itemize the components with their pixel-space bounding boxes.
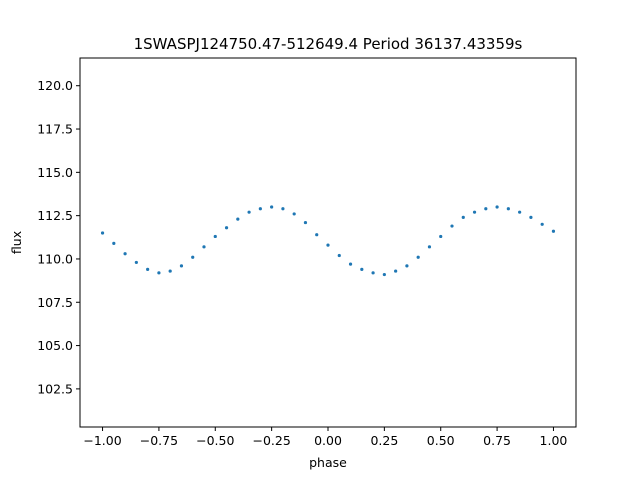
data-point — [371, 271, 375, 275]
plot-frame — [79, 57, 577, 428]
x-tick-label: 0.25 — [370, 433, 398, 448]
chart-title: 1SWASPJ124750.47-512649.4 Period 36137.4… — [134, 35, 523, 53]
data-point — [281, 207, 285, 211]
x-tick-label: 1.00 — [540, 433, 568, 448]
x-tick-label: 0.75 — [483, 433, 511, 448]
data-point — [326, 243, 330, 247]
y-tick-label: 115.0 — [37, 165, 73, 180]
data-point — [472, 210, 477, 214]
data-point — [337, 253, 341, 258]
data-point — [258, 207, 262, 211]
y-axis-label: flux — [9, 231, 24, 254]
data-point — [461, 215, 465, 219]
x-tick-label: −0.50 — [196, 433, 234, 448]
data-point — [247, 210, 251, 214]
data-point — [506, 207, 510, 211]
scatter-points — [100, 205, 556, 277]
data-point — [100, 231, 105, 235]
data-point — [202, 245, 206, 249]
x-axis: −1.00 −0.75 −0.50 −0.25 0.00 0.25 0.50 0.75 1.00 — [83, 427, 567, 448]
data-point — [518, 210, 522, 214]
y-tick-label: 107.5 — [37, 295, 73, 310]
x-tick-label: −0.25 — [252, 433, 290, 448]
data-point — [360, 267, 364, 271]
x-tick-label: −1.00 — [83, 433, 121, 448]
data-point — [112, 241, 116, 245]
data-point — [427, 245, 432, 249]
data-point — [191, 255, 195, 259]
data-point — [146, 267, 150, 271]
data-point — [213, 234, 217, 239]
data-point — [382, 272, 386, 277]
data-point — [315, 233, 319, 237]
data-point — [303, 220, 308, 225]
data-point — [157, 271, 161, 275]
y-axis: 102.5 105.0 107.5 110.0 112.5 115.0 117.5 120.0 — [37, 78, 80, 396]
data-point — [450, 224, 454, 228]
x-tick-label: 0.00 — [314, 433, 342, 448]
data-point — [551, 229, 556, 233]
y-tick-label: 112.5 — [37, 208, 73, 223]
y-tick-label: 120.0 — [37, 78, 73, 93]
data-point — [134, 260, 138, 265]
y-tick-label: 102.5 — [37, 381, 73, 396]
data-point — [168, 269, 172, 273]
data-point — [405, 264, 409, 268]
y-tick-label: 105.0 — [37, 338, 73, 353]
data-point — [348, 262, 353, 266]
data-point — [179, 264, 184, 268]
x-tick-label: −0.75 — [140, 433, 178, 448]
x-axis-label: phase — [309, 455, 347, 470]
y-tick-label: 117.5 — [37, 122, 73, 137]
data-point — [236, 217, 240, 221]
data-point — [416, 255, 420, 259]
y-tick-label: 110.0 — [37, 251, 73, 266]
data-point — [292, 212, 296, 216]
data-point — [224, 226, 229, 230]
data-point — [394, 269, 398, 273]
data-point — [529, 215, 533, 219]
data-point — [540, 222, 544, 226]
data-point — [270, 205, 274, 209]
x-tick-label: 0.50 — [427, 433, 455, 448]
data-point — [123, 252, 127, 256]
data-point — [495, 205, 499, 209]
data-point — [484, 207, 488, 211]
data-point — [439, 234, 443, 239]
